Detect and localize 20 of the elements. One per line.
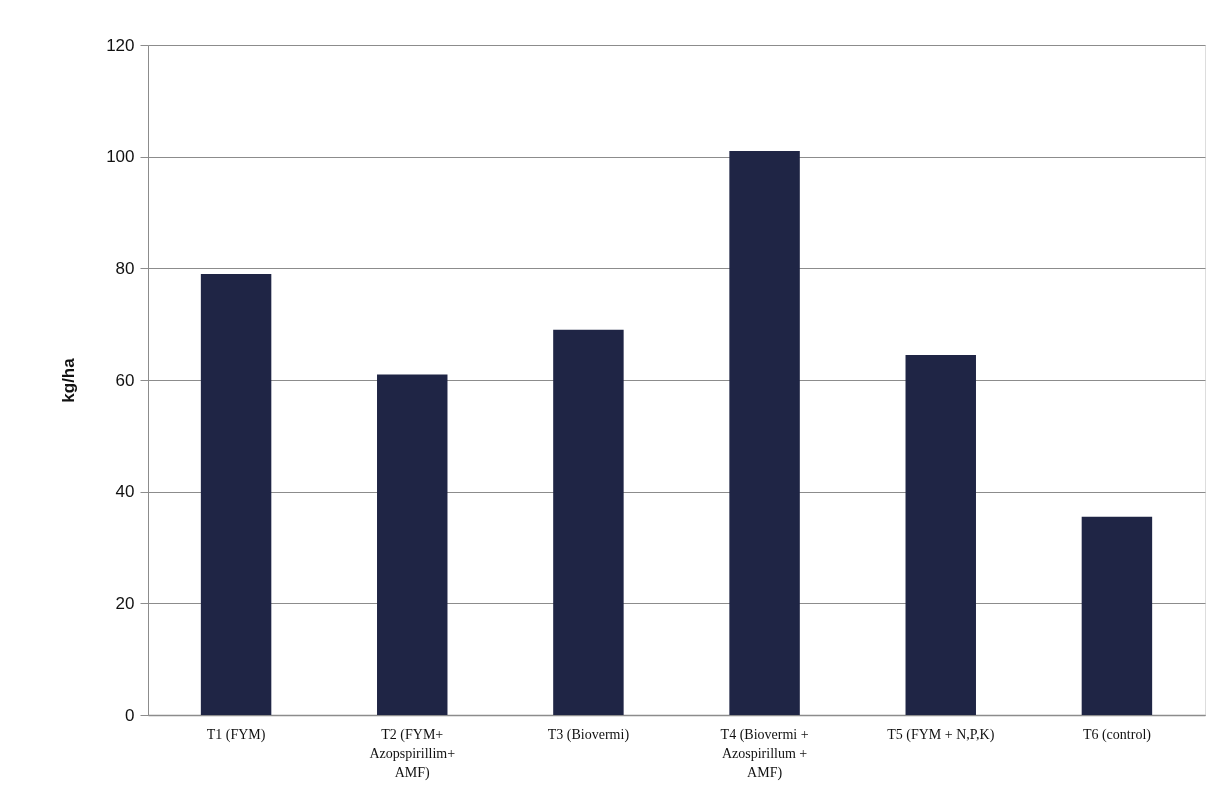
y-tick-label: 20 (115, 593, 135, 613)
bar (553, 329, 624, 715)
x-tick-label: T3 (Biovermi) (547, 726, 630, 743)
y-axis-title: kg/ha (59, 357, 79, 403)
bar (729, 151, 800, 715)
bar (200, 273, 272, 715)
x-tick-label: T5 (FYM + N,P,K) (887, 726, 995, 743)
bar (1081, 516, 1153, 715)
bar (905, 354, 976, 715)
y-tick-label: 40 (115, 482, 135, 502)
y-tick-label: 60 (115, 370, 135, 390)
x-tick-label: T4 (Biovermi + Azospirillum + AMF) (720, 726, 809, 781)
y-tick-label: 120 (106, 35, 135, 55)
x-tick-label: T2 (FYM+ Azopspirillim+ AMF) (369, 726, 456, 781)
x-tick-label: T6 (control) (1082, 726, 1152, 743)
y-tick-label: 80 (115, 258, 135, 278)
y-tick-label: 0 (125, 705, 135, 725)
bar (377, 374, 448, 715)
y-tick-label: 100 (106, 147, 135, 167)
x-tick-label: T1 (FYM) (206, 726, 266, 743)
